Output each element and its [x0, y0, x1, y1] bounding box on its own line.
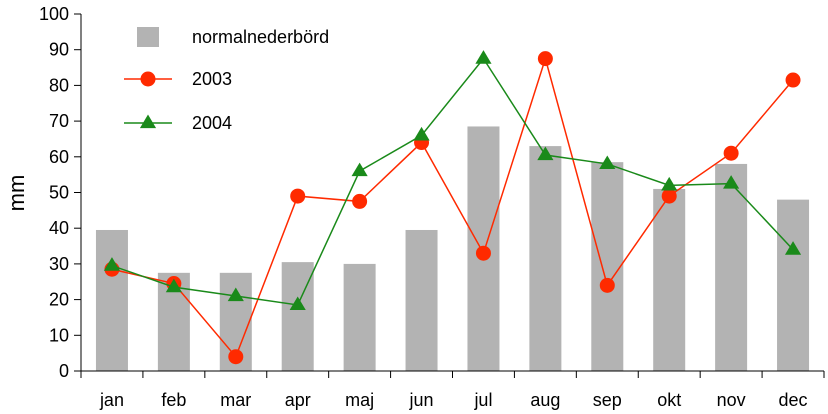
x-tick-label-aug: aug — [530, 390, 560, 410]
x-tick-label-mar: mar — [220, 390, 251, 410]
legend-marker-2003 — [140, 71, 156, 87]
lines-layer — [103, 50, 802, 365]
bar-nov — [715, 163, 748, 371]
bar-dec — [777, 199, 810, 371]
point-2004-apr — [289, 296, 306, 311]
bar-apr — [281, 262, 314, 371]
x-tick-label-jul: jul — [473, 390, 492, 410]
legend-label-normalnederbörd: normalnederbörd — [192, 27, 329, 47]
point-2004-jan — [103, 257, 121, 271]
y-tick-label-20: 20 — [49, 290, 69, 310]
legend-label-2003: 2003 — [192, 69, 232, 89]
legend-swatch-normalnederbörd — [137, 27, 159, 47]
bar-okt — [653, 188, 686, 371]
bars-layer — [95, 126, 810, 371]
point-2004-jul — [475, 50, 492, 64]
point-2004-maj — [351, 162, 368, 177]
bar-sep — [591, 162, 624, 371]
point-2003-dec — [785, 72, 801, 88]
x-tick-label-nov: nov — [717, 390, 746, 410]
bar-jan — [95, 229, 128, 371]
point-2004-sep — [599, 155, 616, 170]
y-tick-label-90: 90 — [49, 40, 69, 60]
x-tick-label-jan: jan — [99, 390, 124, 410]
x-tick-label-jun: jun — [409, 390, 434, 410]
y-tick-label-80: 80 — [49, 75, 69, 95]
point-2003-mar — [228, 349, 244, 365]
y-tick-label-30: 30 — [49, 254, 69, 274]
point-2004-nov — [723, 175, 740, 189]
point-2003-sep — [599, 277, 615, 293]
x-tick-label-apr: apr — [285, 390, 311, 410]
line-2003 — [111, 55, 794, 359]
y-axis-label: mm — [4, 175, 29, 212]
y-tick-label-100: 100 — [39, 4, 69, 24]
legend-marker-2004 — [139, 114, 157, 129]
x-tick-label-dec: dec — [779, 390, 808, 410]
legend: normalnederbörd 2003 2004 — [124, 27, 329, 133]
bar-maj — [343, 263, 376, 371]
point-2003-nov — [723, 145, 739, 161]
point-2004-jun — [413, 126, 430, 141]
y-tick-label-10: 10 — [49, 325, 69, 345]
point-2004-okt — [661, 176, 678, 191]
y-tick-label-60: 60 — [49, 147, 69, 167]
point-2004-dec — [784, 241, 802, 255]
legend-label-2004: 2004 — [192, 113, 232, 133]
x-tick-label-feb: feb — [161, 390, 186, 410]
point-2003-jul — [475, 245, 491, 261]
x-tick-label-maj: maj — [345, 390, 374, 410]
point-2004-mar — [227, 287, 244, 302]
point-2003-maj — [352, 193, 368, 209]
x-tick-label-sep: sep — [593, 390, 622, 410]
point-2004-feb — [165, 278, 182, 293]
y-tick-label-0: 0 — [59, 361, 69, 381]
y-tick-label-40: 40 — [49, 218, 69, 238]
point-2003-aug — [537, 51, 553, 67]
point-2003-okt — [661, 188, 677, 204]
y-tick-label-50: 50 — [49, 183, 69, 203]
point-2004-aug — [537, 146, 554, 161]
point-2003-apr — [290, 188, 306, 204]
x-tick-label-okt: okt — [657, 390, 681, 410]
bar-jun — [405, 229, 438, 371]
axes-layer: 0 10 20 30 40 50 60 70 80 90 100 jan feb mar apr maj jun… — [39, 4, 825, 410]
y-tick-label-70: 70 — [49, 111, 69, 131]
bar-aug — [529, 146, 562, 371]
line-2004 — [111, 57, 794, 306]
